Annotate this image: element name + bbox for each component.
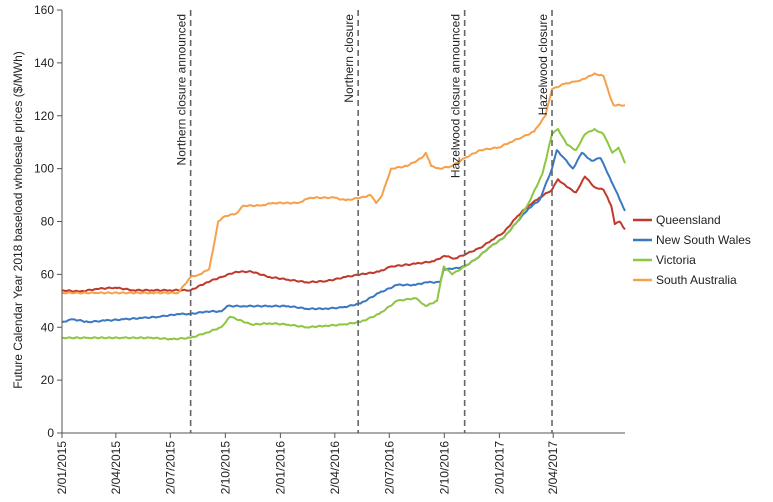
legend: Queensland New South Wales Victoria South A… <box>633 213 751 287</box>
legend-label: New South Wales <box>656 233 751 247</box>
series-line <box>61 72 626 295</box>
y-tick-label: 40 <box>41 320 55 334</box>
legend-label: South Australia <box>656 273 737 287</box>
y-tick-label: 100 <box>34 162 54 176</box>
annotation-label: Hazelwood closure <box>536 14 550 116</box>
y-tick-label: 80 <box>41 215 55 229</box>
y-axis-title: Future Calendar Year 2018 baseload whole… <box>11 51 25 389</box>
y-axis: 0 20 40 60 80 100 120 140 160 <box>34 3 62 440</box>
y-tick-label: 120 <box>34 109 54 123</box>
x-tick-label: 2/01/2016 <box>273 441 287 495</box>
series-line <box>61 128 626 341</box>
x-tick-label: 2/04/2015 <box>109 441 123 495</box>
x-tick-label: 2/10/2016 <box>437 441 451 495</box>
y-tick-label: 60 <box>41 267 55 281</box>
x-tick-label: 2/10/2015 <box>218 441 232 495</box>
y-tick-label: 0 <box>47 426 54 440</box>
y-tick-label: 20 <box>41 373 55 387</box>
annotations: Northern closure announced Northern closu… <box>175 10 553 433</box>
annotation-label: Northern closure <box>342 14 356 103</box>
y-tick-label: 160 <box>34 3 54 17</box>
x-axis: 2/01/2015 2/04/2015 2/07/2015 2/10/2015 2/01… <box>55 433 560 494</box>
x-tick-label: 2/04/2016 <box>328 441 342 495</box>
y-tick-label: 140 <box>34 56 54 70</box>
x-tick-label: 2/04/2017 <box>546 441 560 495</box>
annotation-label: Northern closure announced <box>175 14 189 165</box>
legend-label: Victoria <box>656 253 696 267</box>
series-line <box>61 175 626 293</box>
x-tick-label: 2/07/2016 <box>382 441 396 495</box>
plot-lines <box>61 72 626 341</box>
x-tick-label: 2/07/2015 <box>163 441 177 495</box>
legend-label: Queensland <box>656 213 721 227</box>
x-tick-label: 2/01/2015 <box>55 441 69 495</box>
annotation-label: Hazelwood closure announced <box>449 14 463 178</box>
x-tick-label: 2/01/2017 <box>492 441 506 495</box>
series-line <box>61 149 626 324</box>
